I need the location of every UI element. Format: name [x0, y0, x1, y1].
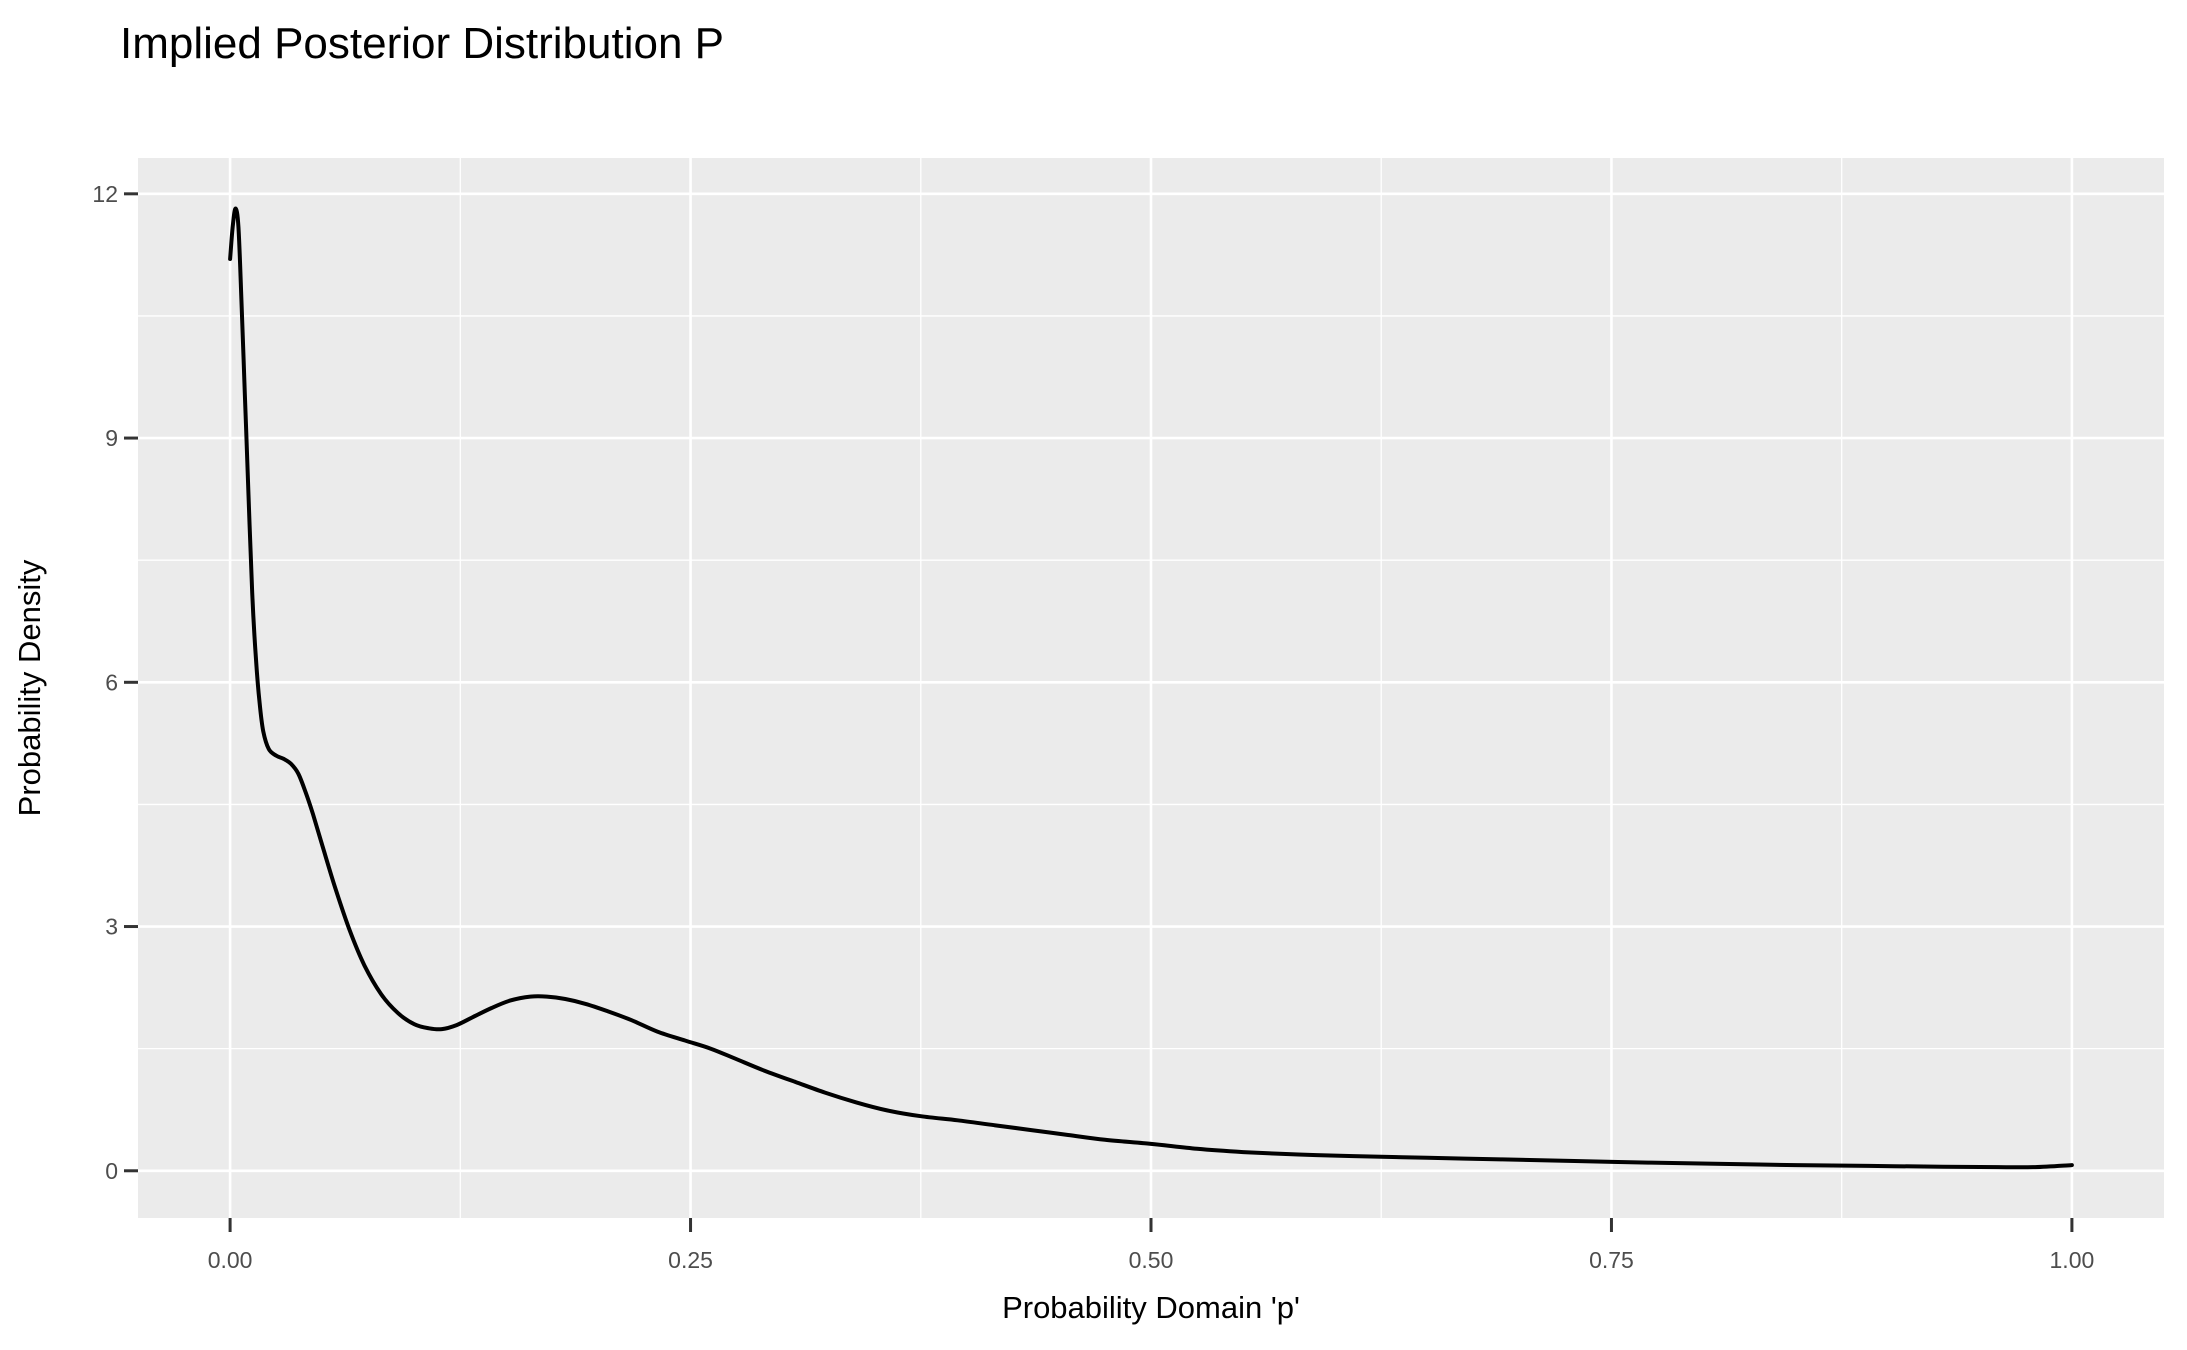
gridlines [138, 158, 2164, 1218]
y-tick-label: 12 [92, 181, 118, 207]
axis-tick-labels: 0.00 0.25 0.50 0.75 1.00 0 3 6 9 12 [92, 181, 2094, 1273]
axis-ticks [124, 192, 2074, 1232]
x-tick-label: 1.00 [2050, 1247, 2095, 1273]
y-tick-label: 0 [105, 1158, 118, 1184]
x-tick-label: 0.50 [1129, 1247, 1174, 1273]
y-tick-label: 9 [105, 425, 118, 451]
x-tick-label: 0.75 [1589, 1247, 1634, 1273]
y-tick-label: 3 [105, 914, 118, 940]
y-axis-title: Probability Density [12, 559, 47, 816]
x-axis-title: Probability Domain 'p' [1002, 1290, 1300, 1325]
density-curve [228, 206, 2074, 1170]
x-tick-label: 0.00 [208, 1247, 253, 1273]
x-tick-label: 0.25 [668, 1247, 713, 1273]
plot-title: Implied Posterior Distribution P [120, 19, 724, 68]
density-curve-path [228, 206, 2074, 1170]
y-tick-label: 6 [105, 669, 118, 695]
